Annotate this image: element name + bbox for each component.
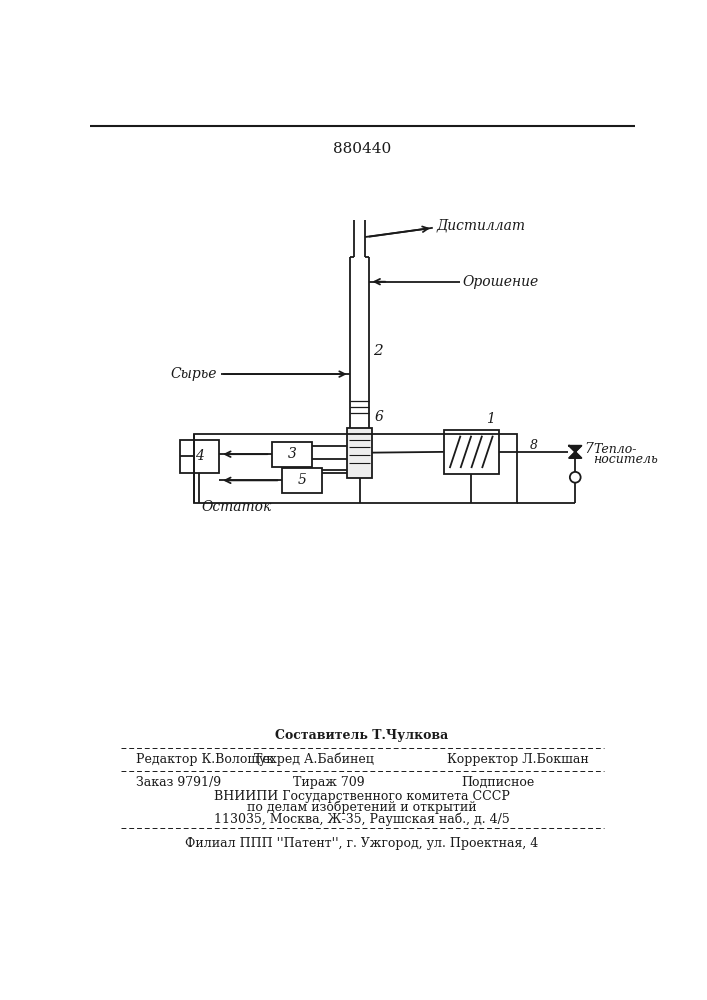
Text: Составитель Т.Чулкова: Составитель Т.Чулкова bbox=[275, 730, 448, 742]
Text: 8: 8 bbox=[530, 439, 537, 452]
Text: Техред А.Бабинец: Техред А.Бабинец bbox=[254, 752, 373, 766]
Polygon shape bbox=[569, 446, 581, 452]
Text: носитель: носитель bbox=[593, 453, 658, 466]
Text: по делам изобретений и открытий: по делам изобретений и открытий bbox=[247, 801, 477, 814]
Text: 5: 5 bbox=[298, 473, 306, 487]
Bar bbox=[180, 440, 218, 473]
Text: Филиал ППП ''Патент'', г. Ужгород, ул. Проектная, 4: Филиал ППП ''Патент'', г. Ужгород, ул. П… bbox=[185, 837, 539, 850]
Text: Орошение: Орошение bbox=[462, 275, 538, 289]
Polygon shape bbox=[569, 452, 581, 458]
Text: Остаток: Остаток bbox=[201, 500, 272, 514]
Text: 1: 1 bbox=[486, 412, 495, 426]
Text: Дистиллат: Дистиллат bbox=[437, 218, 525, 232]
Text: 6: 6 bbox=[375, 410, 384, 424]
Bar bbox=[282, 468, 322, 493]
Text: 2: 2 bbox=[373, 344, 383, 358]
Bar bbox=[347, 428, 372, 478]
Text: Редактор К.Волощук: Редактор К.Волощук bbox=[136, 753, 274, 766]
Bar bbox=[443, 430, 499, 474]
Text: 4: 4 bbox=[195, 449, 204, 463]
Text: ВНИИПИ Государственного комитета СССР: ВНИИПИ Государственного комитета СССР bbox=[214, 790, 510, 803]
Text: Тираж 709: Тираж 709 bbox=[293, 776, 365, 789]
Text: 113035, Москва, Ж-35, Раушская наб., д. 4/5: 113035, Москва, Ж-35, Раушская наб., д. … bbox=[214, 812, 510, 826]
Text: Заказ 9791/9: Заказ 9791/9 bbox=[136, 776, 221, 789]
Text: Подписное: Подписное bbox=[462, 776, 535, 789]
Bar bbox=[194, 434, 518, 503]
Text: 880440: 880440 bbox=[333, 142, 391, 156]
Text: Тепло-: Тепло- bbox=[593, 443, 636, 456]
Text: Сырье: Сырье bbox=[170, 367, 217, 381]
Text: 3: 3 bbox=[288, 447, 296, 461]
Text: Корректор Л.Бокшан: Корректор Л.Бокшан bbox=[447, 753, 588, 766]
Text: 7: 7 bbox=[585, 442, 593, 456]
Bar bbox=[272, 442, 312, 467]
